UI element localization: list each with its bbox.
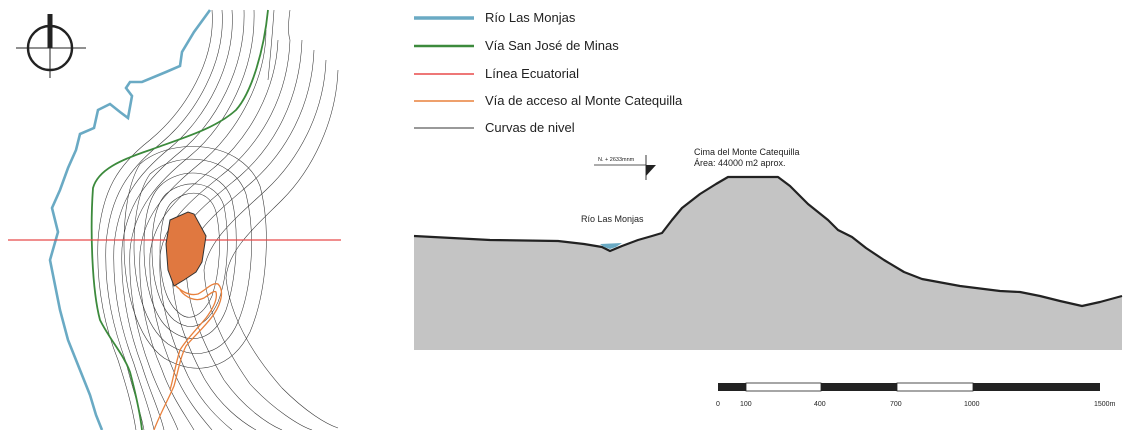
via-de-acceso-line: [169, 289, 218, 391]
contour-line: [203, 59, 327, 430]
contour-line: [159, 192, 220, 318]
level-marker: N. + 2633mnm: [594, 155, 656, 180]
level-marker-label: N. + 2633mnm: [598, 157, 635, 163]
legend-item: Vía de acceso al Monte Catequilla: [414, 93, 683, 108]
north-arrow-icon: [16, 14, 86, 78]
contour-line: [123, 146, 267, 369]
contour-line: [133, 158, 252, 354]
terrain-profile: N. + 2633mnm Cima del Monte Catequilla Á…: [413, 147, 1123, 350]
contour-line: [121, 9, 245, 430]
scale-bar: 0 100 400 700 1000 1500m: [716, 382, 1116, 408]
legend-item: Vía San José de Minas: [414, 38, 619, 53]
contour-line: [105, 9, 223, 430]
via-de-acceso-line: [153, 283, 223, 430]
contour-line: [225, 69, 339, 429]
legend-label: Río Las Monjas: [485, 10, 576, 25]
terrain-fill: [414, 177, 1122, 350]
contour-line: [139, 29, 267, 430]
contour-line: [129, 9, 255, 430]
legend: Río Las Monjas Vía San José de Minas Lín…: [414, 10, 683, 135]
legend-item: Línea Ecuatorial: [414, 66, 579, 81]
contour-line: [267, 9, 275, 81]
via-san-jose-de-minas-line: [90, 9, 269, 430]
contour-line: [97, 9, 213, 430]
summit-area: Área: 44000 m2 aprox.: [694, 158, 786, 168]
contour-line: [288, 9, 291, 41]
river-water: [600, 243, 622, 249]
legend-label: Vía de acceso al Monte Catequilla: [485, 93, 683, 108]
legend-label: Línea Ecuatorial: [485, 66, 579, 81]
rio-las-monjas-line: [48, 9, 212, 430]
legend-item: Río Las Monjas: [414, 10, 576, 25]
contour-line: [143, 172, 237, 339]
river-label: Río Las Monjas: [581, 214, 644, 224]
scale-tick-label: 1000: [964, 401, 980, 408]
summit-title: Cima del Monte Catequilla: [694, 147, 800, 157]
contour-lines: [97, 9, 339, 430]
summit-area-shape: [165, 211, 207, 287]
contour-line: [159, 39, 291, 430]
plan-map: [8, 9, 341, 430]
scale-tick-label: 400: [814, 401, 826, 408]
contour-line: [149, 39, 279, 430]
scale-tick-label: 700: [890, 401, 902, 408]
scale-tick-label: 100: [740, 401, 752, 408]
legend-item: Curvas de nivel: [414, 120, 575, 135]
scale-tick-label: 1500m: [1094, 401, 1116, 408]
scale-tick-label: 0: [716, 401, 720, 408]
terrain-outline: [413, 175, 1123, 308]
legend-label: Curvas de nivel: [485, 120, 575, 135]
legend-label: Vía San José de Minas: [485, 38, 619, 53]
